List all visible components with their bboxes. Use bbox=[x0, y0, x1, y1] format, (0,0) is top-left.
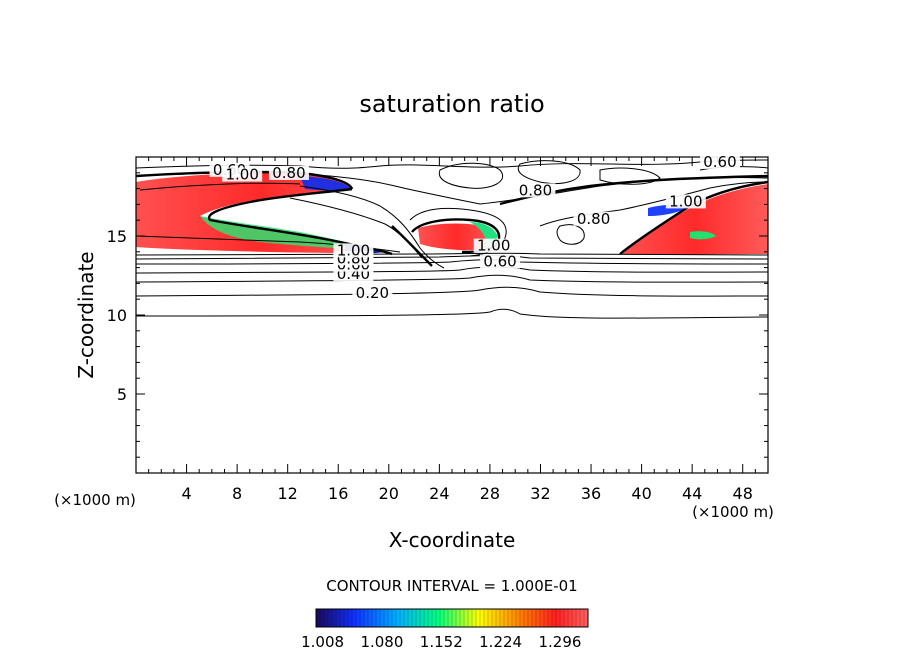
saturation-fill-regions bbox=[136, 172, 768, 255]
contour-label: 0.80 bbox=[577, 210, 610, 228]
y-tick-labels: 5 10 15 bbox=[107, 227, 127, 404]
colorbar-tick-label: 1.152 bbox=[420, 633, 463, 651]
y-tick-label: 5 bbox=[117, 385, 127, 404]
contour-label: 0.80 bbox=[272, 164, 305, 182]
saturation-region-tongue bbox=[205, 208, 310, 218]
x-tick-label: 24 bbox=[429, 484, 449, 503]
contour-line-0-40 bbox=[136, 274, 768, 283]
contour-label: 0.60 bbox=[703, 153, 736, 171]
contour-line-0-50 bbox=[136, 266, 768, 274]
contour-label: 0.60 bbox=[483, 252, 516, 270]
x-tick-label: 40 bbox=[631, 484, 651, 503]
contour-label-background bbox=[515, 183, 556, 198]
contour-label: 1.00 bbox=[337, 241, 370, 259]
colorbar-hatching bbox=[319, 609, 585, 627]
chart-title: saturation ratio bbox=[359, 90, 544, 118]
x-axis-unit-label: (×1000 m) bbox=[692, 503, 774, 521]
contour-labels: 0.200.400.600.801.001.000.600.800.800.60… bbox=[209, 153, 740, 302]
x-tick-label: 32 bbox=[530, 484, 550, 503]
contour-line-upper-8 bbox=[517, 160, 581, 184]
x-tick-label: 28 bbox=[480, 484, 500, 503]
contour-label: 0.80 bbox=[519, 181, 552, 199]
colorbar-tick-label: 1.008 bbox=[301, 633, 344, 651]
contour-line-0-70 bbox=[136, 255, 768, 260]
x-tick-label: 20 bbox=[379, 484, 399, 503]
contour-label: 1.00 bbox=[225, 166, 258, 184]
contour-line-upper-3 bbox=[299, 185, 445, 269]
contour-label-background bbox=[352, 286, 393, 301]
x-tick-labels: 4 8 12 16 20 24 28 32 36 40 44 48 bbox=[181, 484, 752, 503]
contour-label-background bbox=[268, 165, 309, 180]
contour-line-0-30 bbox=[136, 286, 768, 297]
contour-line-0-80 bbox=[136, 252, 768, 256]
x-tick-label: 44 bbox=[682, 484, 702, 503]
saturation-region-left bbox=[136, 172, 385, 253]
contour-label-background bbox=[480, 254, 521, 269]
y-axis-label: Z-coordinate bbox=[74, 251, 98, 378]
colorbar-tick-label: 1.296 bbox=[538, 633, 581, 651]
contour-interval-text: CONTOUR INTERVAL = 1.000E-01 bbox=[326, 577, 577, 595]
contour-label-background bbox=[222, 167, 263, 182]
contour-line-upper-12 bbox=[139, 182, 301, 191]
contour-line-1-00-tongue bbox=[207, 187, 393, 256]
z-axis-unit-label: (×1000 m) bbox=[54, 491, 136, 509]
colorbar-tick-label: 1.080 bbox=[360, 633, 403, 651]
saturation-region-left-edge-blue bbox=[300, 176, 352, 191]
tick-marks bbox=[136, 157, 768, 473]
saturation-region-right bbox=[622, 184, 768, 255]
x-tick-label: 8 bbox=[232, 484, 242, 503]
contour-line-upper-6 bbox=[539, 181, 768, 227]
x-tick-label: 16 bbox=[328, 484, 348, 503]
contour-label-background bbox=[473, 238, 514, 253]
x-tick-label: 12 bbox=[278, 484, 298, 503]
x-tick-label: 36 bbox=[581, 484, 601, 503]
contour-label: 0.20 bbox=[356, 284, 389, 302]
y-tick-label: 10 bbox=[107, 306, 127, 325]
colorbar-tick-labels: 1.008 1.080 1.152 1.224 1.296 bbox=[301, 633, 581, 651]
colorbar-tick-label: 1.224 bbox=[479, 633, 522, 651]
contour-line-0-60 bbox=[136, 259, 768, 265]
contour-line-0-20 bbox=[136, 308, 768, 319]
contour-label-background bbox=[699, 154, 740, 169]
contour-label-background bbox=[333, 243, 374, 258]
contour-line-1-00-fold bbox=[391, 225, 433, 267]
contour-line-upper-9 bbox=[556, 224, 585, 245]
plot-field bbox=[136, 159, 768, 319]
contour-lines bbox=[136, 159, 768, 319]
contour-label: 1.00 bbox=[669, 192, 702, 210]
x-tick-label: 4 bbox=[181, 484, 191, 503]
x-axis-label: X-coordinate bbox=[389, 528, 516, 552]
saturation-region-right-edge-green bbox=[690, 231, 716, 240]
x-tick-label: 48 bbox=[733, 484, 753, 503]
contour-line-upper-7 bbox=[438, 162, 503, 189]
contour-label-background bbox=[573, 211, 614, 226]
y-tick-label: 15 bbox=[107, 227, 127, 246]
contour-label-background bbox=[665, 194, 706, 209]
contour-label: 1.00 bbox=[477, 237, 510, 255]
